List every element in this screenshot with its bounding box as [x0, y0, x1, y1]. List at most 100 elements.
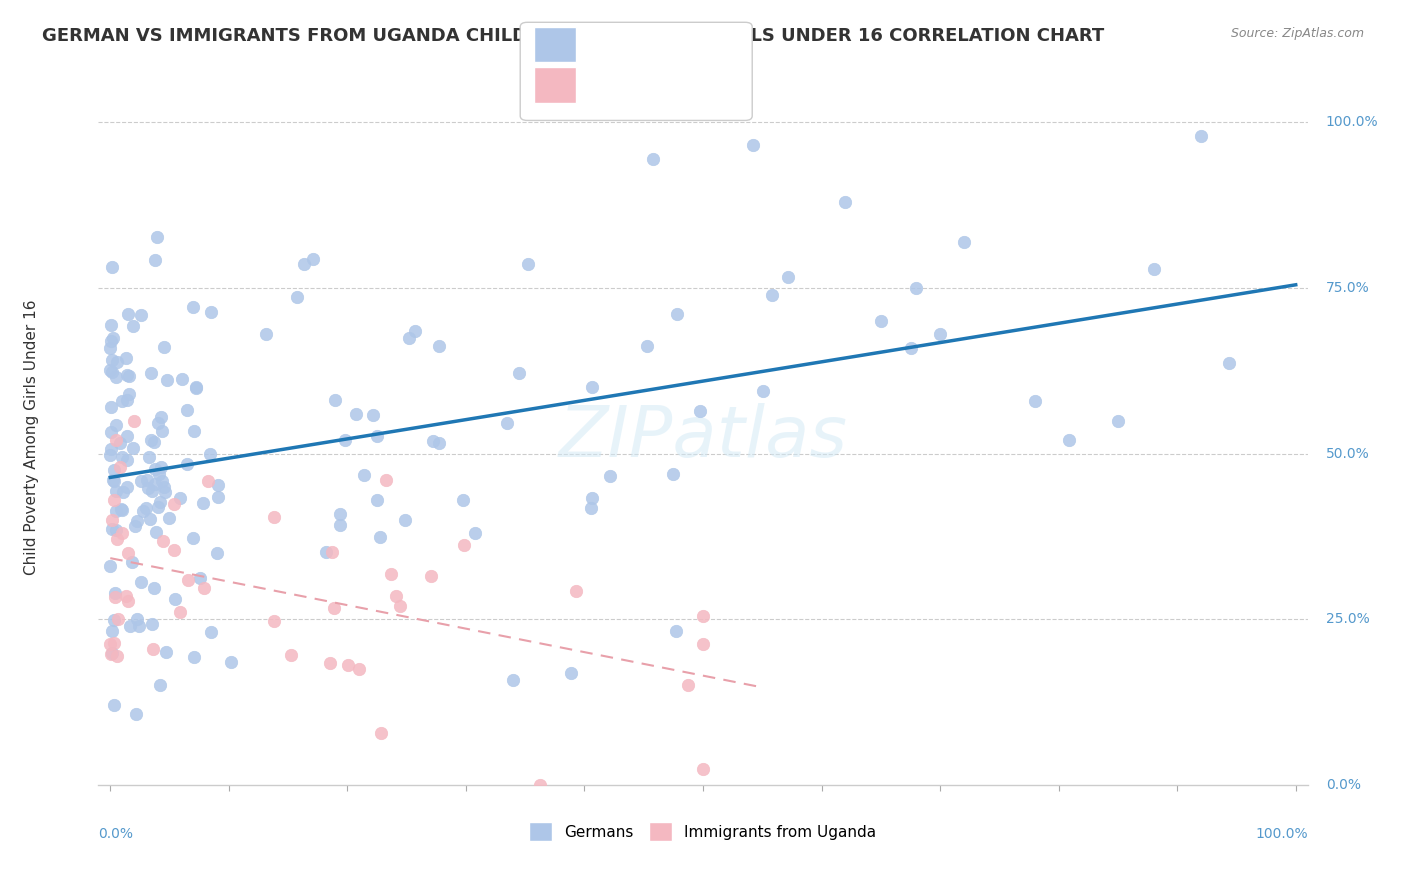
Point: [169, 605, 191, 619]
Point: [98, 341, 121, 355]
Text: 0.0%: 0.0%: [98, 827, 134, 840]
Point: [453, 538, 475, 552]
Text: 100.0%: 100.0%: [1256, 827, 1308, 840]
Point: [155, 485, 177, 500]
Point: [127, 514, 149, 528]
Point: [366, 493, 388, 508]
Point: [200, 305, 222, 319]
Point: [135, 473, 157, 487]
Point: [104, 483, 127, 498]
Point: [105, 355, 128, 369]
Point: [761, 287, 783, 301]
Point: [422, 434, 444, 448]
Point: [118, 369, 141, 384]
Point: [107, 612, 129, 626]
Point: [529, 778, 551, 792]
Point: [929, 327, 952, 342]
Point: [104, 586, 127, 600]
Point: [145, 524, 167, 539]
Point: [1107, 413, 1129, 427]
Point: [142, 642, 165, 657]
Point: [394, 513, 416, 527]
Point: [1143, 262, 1166, 277]
Point: [136, 481, 159, 495]
Point: [104, 591, 127, 605]
Point: [905, 281, 928, 295]
Point: [155, 645, 177, 659]
Point: [404, 324, 426, 338]
Point: [125, 706, 148, 721]
Point: [121, 555, 143, 569]
Point: [1059, 433, 1081, 447]
Point: [177, 573, 200, 587]
Point: [333, 433, 356, 447]
Point: [110, 436, 132, 450]
Point: [502, 673, 524, 687]
Point: [665, 624, 688, 638]
Point: [105, 649, 128, 664]
Point: [429, 435, 451, 450]
Point: [110, 501, 132, 516]
Point: [207, 477, 229, 491]
Point: [115, 453, 138, 467]
Text: Source: ZipAtlas.com: Source: ZipAtlas.com: [1230, 27, 1364, 40]
Point: [148, 467, 170, 481]
Point: [560, 665, 582, 680]
Point: [115, 351, 138, 365]
Point: [150, 474, 173, 488]
Point: [581, 380, 603, 394]
Point: [122, 441, 145, 455]
Point: [122, 319, 145, 334]
Point: [152, 534, 174, 549]
Point: [162, 542, 184, 557]
Point: [124, 519, 146, 533]
Point: [101, 260, 124, 274]
Point: [150, 424, 173, 438]
Point: [219, 656, 242, 670]
Text: 75.0%: 75.0%: [1326, 281, 1369, 295]
Point: [98, 362, 121, 376]
Point: [741, 138, 763, 153]
Point: [111, 450, 134, 465]
Point: [146, 500, 169, 514]
Point: [186, 379, 208, 393]
Point: [464, 525, 486, 540]
Point: [579, 501, 602, 516]
Point: [336, 658, 359, 673]
Point: [139, 433, 162, 447]
Point: [207, 546, 229, 560]
Point: [103, 474, 125, 488]
Point: [100, 425, 122, 440]
Point: [661, 467, 683, 481]
Point: [108, 459, 131, 474]
Point: [319, 657, 342, 671]
Point: [100, 365, 122, 379]
Point: [104, 370, 127, 384]
Point: [100, 334, 122, 348]
Point: [117, 546, 139, 560]
Point: [152, 340, 174, 354]
Point: [900, 341, 922, 355]
Point: [1024, 393, 1046, 408]
Point: [176, 457, 198, 471]
Point: [115, 392, 138, 407]
Point: [111, 394, 134, 409]
Point: [495, 416, 517, 430]
Point: [142, 582, 165, 596]
Point: [193, 496, 215, 510]
Point: [347, 662, 370, 676]
Point: [115, 428, 138, 442]
Point: [141, 483, 163, 498]
Point: [131, 475, 153, 489]
Point: [100, 522, 122, 536]
Text: 100.0%: 100.0%: [1326, 115, 1378, 129]
Point: [676, 678, 699, 692]
Point: [129, 308, 152, 322]
Point: [176, 403, 198, 417]
Point: [115, 589, 138, 603]
Text: Child Poverty Among Girls Under 16: Child Poverty Among Girls Under 16: [24, 300, 39, 574]
Point: [292, 257, 315, 271]
Point: [117, 307, 139, 321]
Point: [105, 523, 128, 537]
Text: N = 45: N = 45: [682, 78, 740, 92]
